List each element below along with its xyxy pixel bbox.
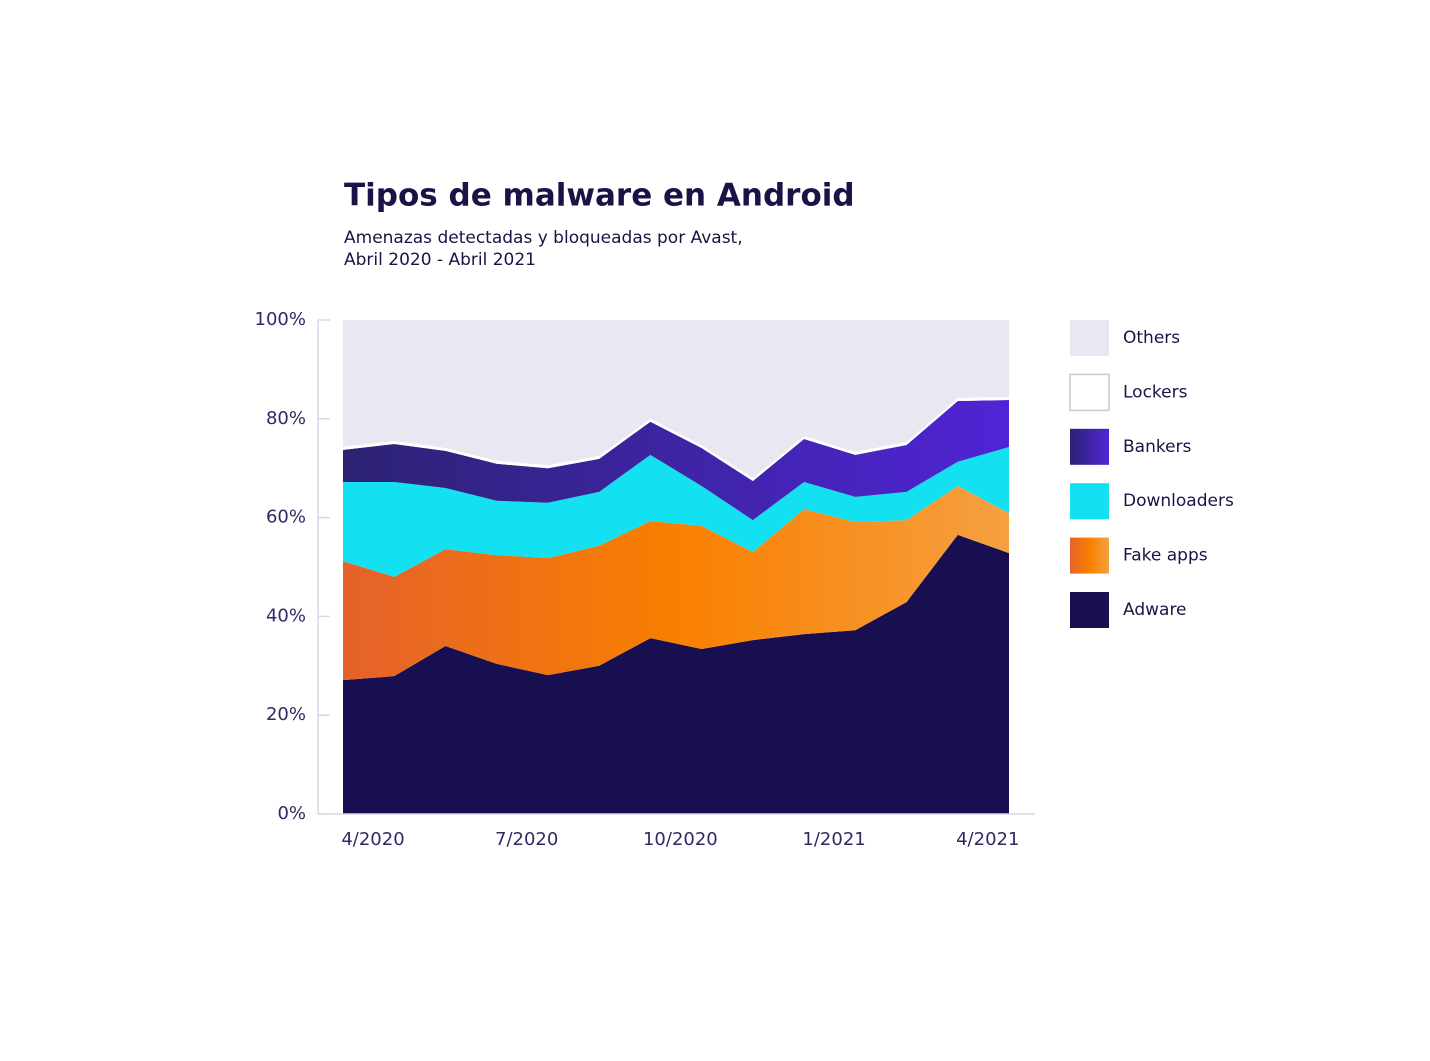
legend-label: Bankers <box>1123 437 1192 457</box>
legend-swatch <box>1070 537 1109 574</box>
legend-swatch <box>1070 428 1109 465</box>
legend-swatch <box>1070 320 1109 356</box>
x-tick-label: 1/2021 <box>802 829 865 850</box>
legend-label: Lockers <box>1123 382 1188 402</box>
y-tick-label: 60% <box>266 507 306 528</box>
legend-label: Adware <box>1123 600 1187 620</box>
area-0 <box>343 534 1009 814</box>
legend-swatch <box>1069 373 1110 412</box>
chart-subtitle: Amenazas detectadas y bloqueadas por Ava… <box>344 228 743 248</box>
area-5 <box>343 320 1009 479</box>
y-tick-label: 80% <box>266 408 306 429</box>
x-tick-label: 10/2020 <box>643 829 718 850</box>
legend-label: Downloaders <box>1123 491 1234 511</box>
y-tick-label: 20% <box>266 704 306 725</box>
chart-subtitle: Abril 2020 - Abril 2021 <box>344 250 536 270</box>
x-tick-label: 4/2020 <box>341 829 404 850</box>
x-tick-label: 7/2020 <box>495 829 558 850</box>
area-1 <box>343 485 1009 681</box>
area-2 <box>343 446 1009 577</box>
y-tick-label: 40% <box>266 605 306 626</box>
y-tick-label: 100% <box>255 309 306 330</box>
legend-label: Fake apps <box>1123 546 1208 566</box>
legend-swatch <box>1070 592 1109 628</box>
legend-label: Others <box>1123 328 1180 348</box>
x-tick-label: 4/2021 <box>956 829 1019 850</box>
y-tick-label: 0% <box>277 803 306 824</box>
chart-title: Tipos de malware en Android <box>344 178 855 214</box>
area-3 <box>343 400 1009 521</box>
legend-swatch <box>1070 483 1109 520</box>
